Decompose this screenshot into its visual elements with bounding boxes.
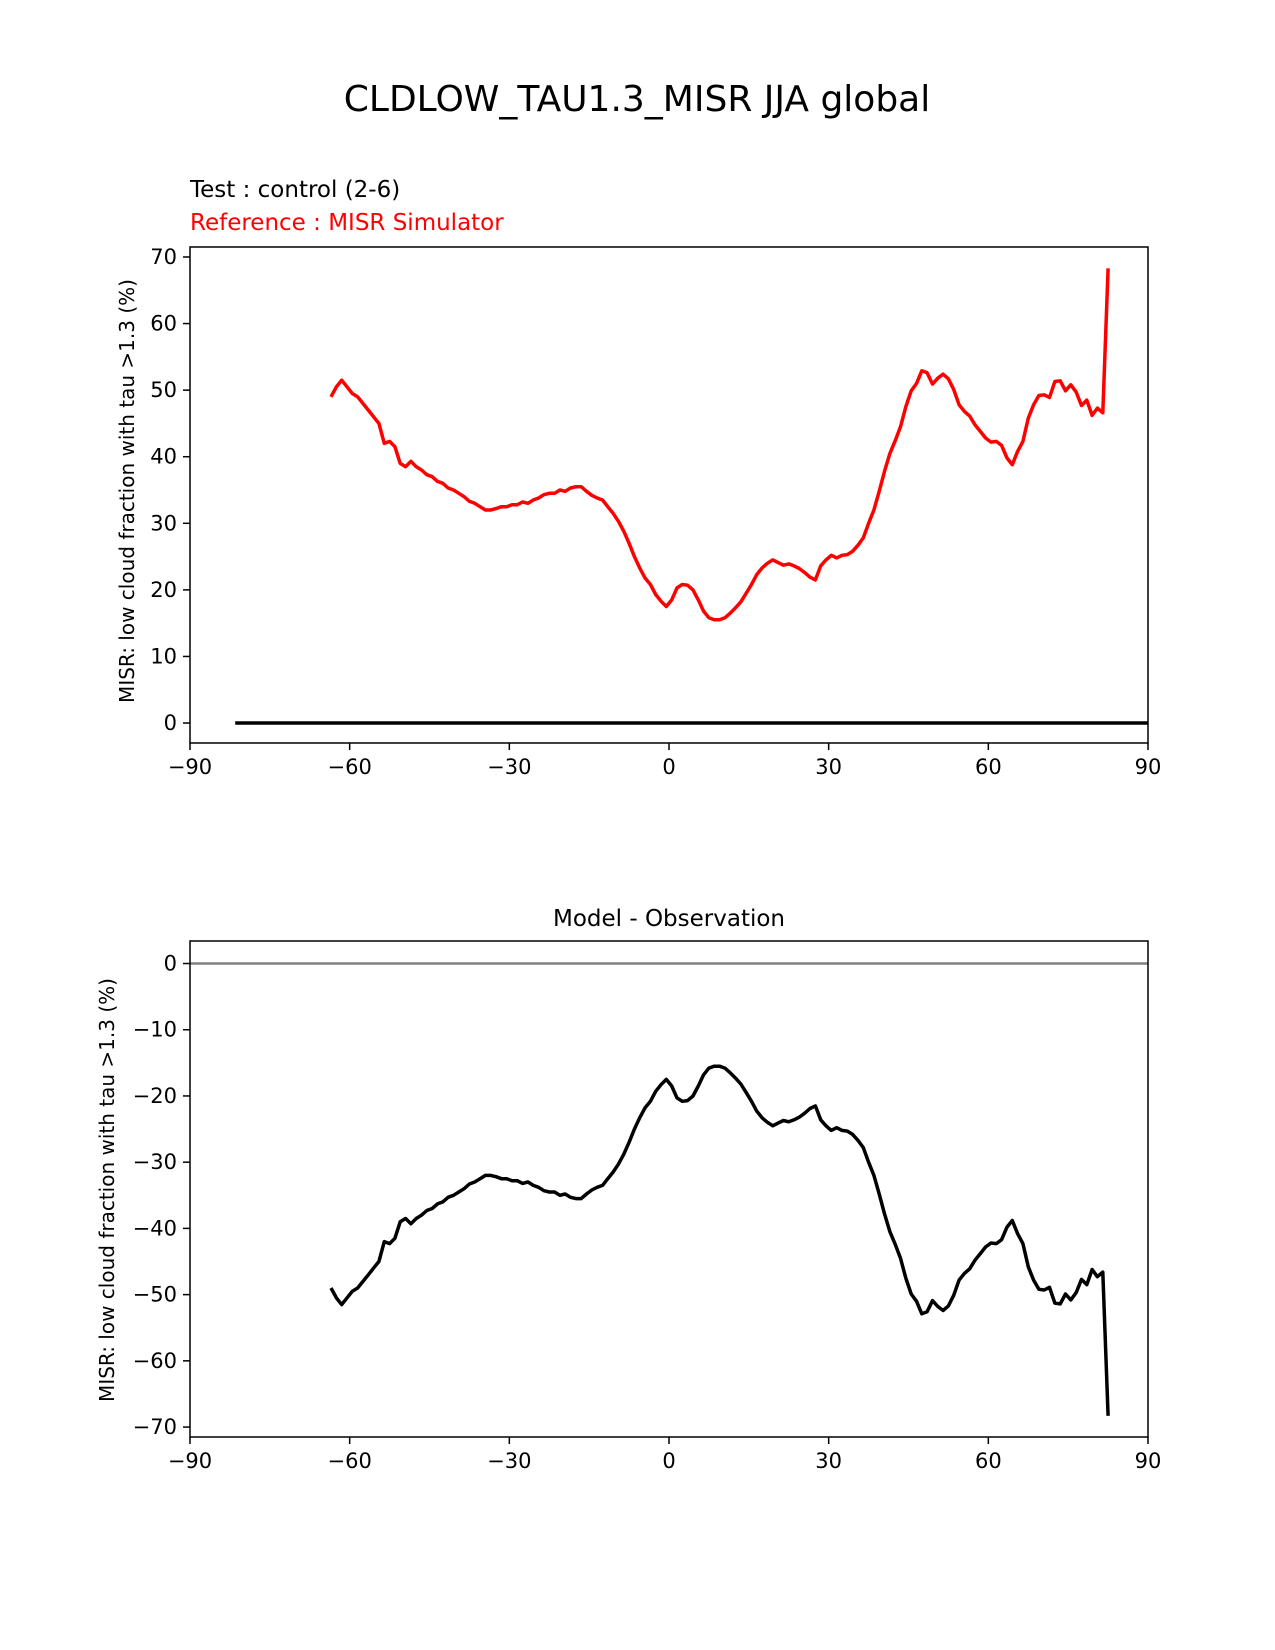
top-x-tick-label: −60 — [328, 755, 372, 779]
bottom-y-axis-label: MISR: low cloud fraction with tau >1.3 (… — [95, 978, 119, 1402]
top-y-tick-label: 10 — [150, 644, 177, 668]
top-x-tick-label: 0 — [662, 755, 675, 779]
top-y-tick-label: 70 — [150, 245, 177, 269]
bottom-x-tick-label: 0 — [662, 1449, 675, 1473]
reference-test-panel: Test : control (2-6) Reference : MISR Si… — [115, 177, 1161, 779]
top-series-line-1 — [329, 268, 1110, 622]
test-label: Test : control (2-6) — [189, 177, 400, 203]
bottom-y-tick-label: 0 — [164, 952, 177, 976]
bottom-y-tick-label: −10 — [133, 1018, 177, 1042]
bottom-y-tick-label: −60 — [133, 1349, 177, 1373]
top-x-tick-label: −90 — [168, 755, 212, 779]
bottom-x-tick-label: 90 — [1135, 1449, 1162, 1473]
top-plot-area: −90 −60 −30 0 30 60 90 0 10 20 30 40 50 60 70 — [150, 245, 1161, 779]
bottom-x-tick-label: −30 — [487, 1449, 531, 1473]
bottom-y-tick-label: −50 — [133, 1283, 177, 1307]
bottom-y-tick-label: −20 — [133, 1084, 177, 1108]
top-y-tick-label: 60 — [150, 312, 177, 336]
bottom-series-line-0 — [329, 1064, 1110, 1416]
top-x-tick-label: 90 — [1135, 755, 1162, 779]
top-y-tick-label: 20 — [150, 578, 177, 602]
top-x-tick-label: 60 — [975, 755, 1002, 779]
bottom-x-tick-label: −60 — [328, 1449, 372, 1473]
bottom-x-tick-label: 30 — [815, 1449, 842, 1473]
difference-title: Model - Observation — [553, 906, 785, 932]
figure-title: CLDLOW_TAU1.3_MISR JJA global — [344, 79, 931, 120]
top-x-tick-label: −30 — [487, 755, 531, 779]
bottom-y-tick-label: −70 — [133, 1415, 177, 1439]
difference-panel: Model - Observation MISR: low cloud frac… — [95, 906, 1161, 1473]
top-y-axis-label: MISR: low cloud fraction with tau >1.3 (… — [115, 279, 139, 703]
reference-label: Reference : MISR Simulator — [190, 210, 504, 236]
top-y-tick-label: 0 — [164, 711, 177, 735]
bottom-y-tick-label: −30 — [133, 1150, 177, 1174]
bottom-y-tick-label: −40 — [133, 1216, 177, 1240]
bottom-x-tick-label: −90 — [168, 1449, 212, 1473]
top-y-tick-label: 40 — [150, 445, 177, 469]
top-y-tick-label: 30 — [150, 511, 177, 535]
bottom-plot-area: −90 −60 −30 0 30 60 90 0 −10 −20 −30 −40 −50 −60 −70 — [133, 940, 1162, 1473]
top-y-tick-label: 50 — [150, 378, 177, 402]
bottom-x-tick-label: 60 — [975, 1449, 1002, 1473]
top-x-tick-label: 30 — [815, 755, 842, 779]
